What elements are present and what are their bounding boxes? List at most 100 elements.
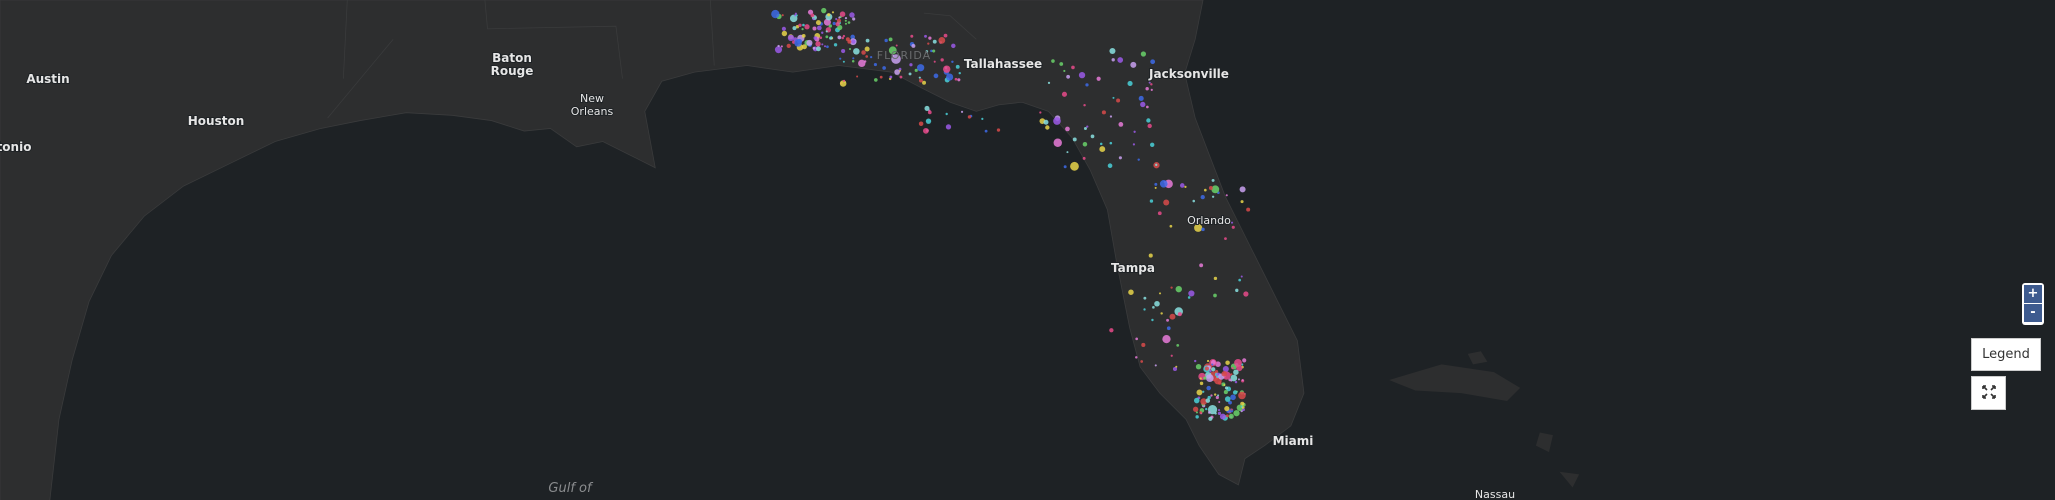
marker [1199,381,1204,386]
marker [918,121,924,127]
marker [1063,165,1067,169]
marker [1039,111,1042,114]
marker [1242,408,1245,412]
marker [845,37,850,42]
marker [1160,312,1163,315]
marker [1230,394,1236,401]
legend-button[interactable]: Legend [1971,338,2041,371]
marker [1099,142,1103,146]
marker [925,50,929,53]
marker [1166,318,1169,322]
marker [1172,366,1178,372]
marker [1204,366,1210,371]
marker [898,67,902,71]
marker [1152,306,1155,309]
marker [1215,395,1219,400]
marker [827,13,831,17]
marker [1222,365,1229,373]
marker [1214,393,1217,396]
marker [825,35,829,39]
marker [940,58,944,62]
marker [1065,126,1070,132]
marker [1202,390,1205,393]
marker [804,24,810,30]
marker [1109,47,1116,55]
marker [1224,406,1230,412]
marker [1224,237,1227,241]
marker [1209,370,1212,373]
marker [946,73,954,81]
marker [794,12,797,15]
marker [815,41,821,47]
marker [984,129,988,133]
land [0,0,1580,500]
marker [911,43,916,48]
marker [1199,263,1204,268]
marker [1234,359,1242,367]
marker [825,13,833,21]
place-label: tonio [0,140,31,154]
marker [1237,378,1240,381]
marker [927,110,932,115]
marker [1083,103,1086,107]
marker [932,39,937,44]
marker [849,12,855,18]
marker [910,34,914,38]
place-label: New [580,92,604,105]
marker [774,46,783,54]
marker [873,78,878,82]
marker [996,128,1001,132]
place-label: Orleans [571,105,614,118]
marker [821,7,827,14]
zoom-out[interactable]: - [2024,304,2042,322]
marker [1169,224,1173,228]
marker [781,30,788,37]
marker [1150,83,1153,86]
marker [981,117,984,121]
marker [1184,185,1187,189]
marker [819,36,823,40]
fullscreen-button[interactable] [1971,376,2006,410]
marker [919,78,923,83]
fullscreen-icon [1981,384,1996,399]
marker [960,110,964,113]
water-label: Gulf of [548,481,594,496]
marker [852,17,856,21]
marker [1241,379,1244,382]
marker [1066,151,1069,154]
marker [794,39,802,47]
marker [802,23,805,27]
marker [816,46,821,52]
marker [1150,142,1155,147]
zoom-in[interactable]: + [2024,285,2042,303]
marker [812,46,816,50]
marker [1238,391,1246,400]
marker [843,79,846,82]
marker [839,11,846,17]
marker [1083,126,1087,130]
marker [909,63,913,67]
marker [836,18,842,23]
marker [1201,227,1205,232]
marker [812,18,815,21]
marker [1141,342,1146,348]
marker [1177,312,1182,317]
marker [1225,194,1228,197]
marker [943,33,948,38]
marker [830,36,833,39]
marker [1140,101,1146,108]
marker [835,17,838,21]
marker [1187,296,1191,299]
marker [1230,408,1233,411]
marker [786,43,791,49]
marker [1112,96,1115,99]
marker [1213,293,1217,298]
marker [1143,308,1146,311]
marker [1215,361,1221,367]
marker [870,56,873,59]
marker [1234,380,1238,384]
marker [1208,186,1213,190]
marker [1192,199,1196,203]
marker [1175,285,1182,293]
